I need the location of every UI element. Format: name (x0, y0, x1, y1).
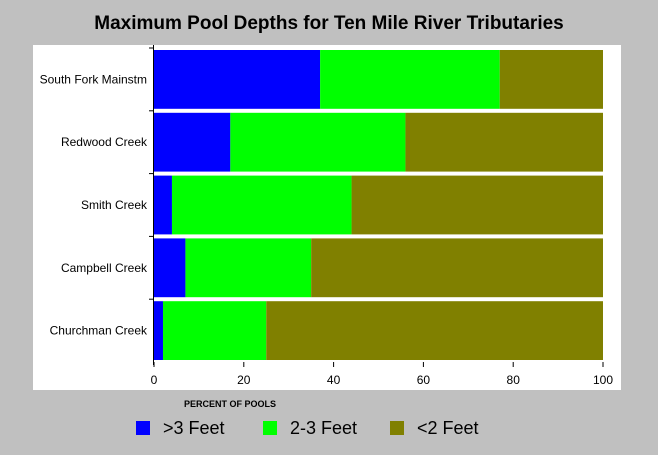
bars-group (150, 50, 603, 363)
category-label: Smith Creek (81, 198, 148, 212)
legend-label: >3 Feet (163, 417, 225, 438)
bar-churchman-creek-series-2 (266, 301, 603, 360)
x-tick-label: 0 (151, 373, 158, 387)
x-axis-label: PERCENT OF POOLS (183, 399, 276, 409)
category-label: Churchman Creek (50, 324, 148, 338)
bar-campbell-creek-series-2 (311, 238, 603, 298)
bar-churchman-creek-series-0 (154, 301, 163, 360)
x-tick-label: 100 (593, 373, 613, 387)
bar-smith-creek-series-0 (154, 175, 172, 235)
x-tick-label: 40 (327, 373, 341, 387)
category-labels: South Fork Mainstm Redwood Creek Smith Cre… (40, 72, 148, 337)
legend-swatch (390, 421, 404, 435)
bar-campbell-creek-series-1 (185, 238, 312, 298)
bar-redwood-creek-series-2 (405, 112, 603, 172)
bar-churchman-creek-series-1 (162, 301, 267, 360)
category-label: Redwood Creek (61, 135, 148, 149)
bar-redwood-creek-series-1 (230, 112, 406, 172)
legend-label: <2 Feet (417, 417, 479, 438)
bar-south-fork-mainstm-series-0 (154, 50, 321, 109)
bar-south-fork-mainstm-series-2 (499, 50, 603, 109)
legend-swatch (136, 421, 150, 435)
bar-smith-creek-series-2 (351, 175, 603, 235)
x-tick-label: 20 (237, 373, 251, 387)
category-label: South Fork Mainstm (40, 72, 147, 86)
bar-south-fork-mainstm-series-1 (320, 50, 500, 109)
x-tick-label: 60 (417, 373, 431, 387)
axes-group (149, 45, 604, 367)
bar-campbell-creek-series-0 (154, 238, 186, 298)
chart-title: Maximum Pool Depths for Ten Mile River T… (94, 13, 564, 34)
x-tick-labels: 0 20 40 60 80 100 (151, 373, 614, 387)
bar-smith-creek-series-1 (171, 175, 352, 235)
legend-label: 2-3 Feet (290, 417, 358, 438)
legend-swatch (263, 421, 277, 435)
category-label: Campbell Creek (61, 261, 148, 275)
legend-item-2: <2 Feet (390, 417, 479, 439)
legend-item-1: 2-3 Feet (263, 417, 357, 439)
bar-redwood-creek-series-0 (154, 112, 231, 172)
legend-item-0: >3 Feet (136, 417, 225, 439)
x-tick-label: 80 (507, 373, 521, 387)
